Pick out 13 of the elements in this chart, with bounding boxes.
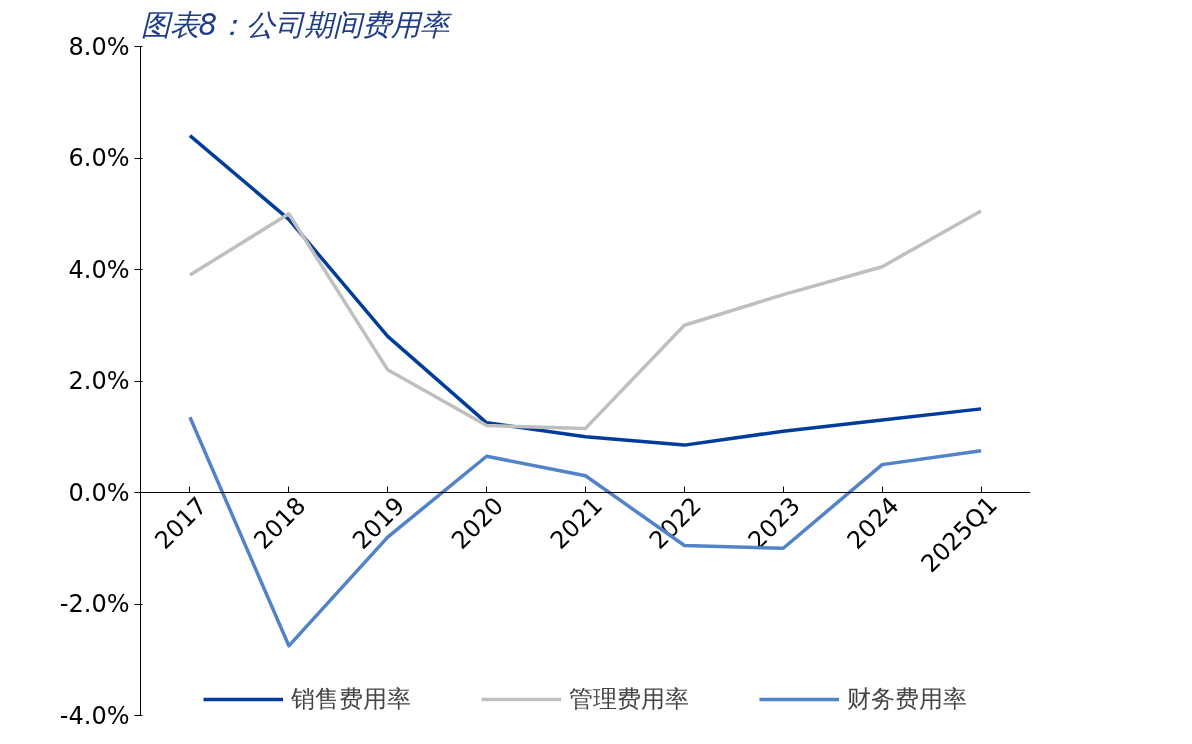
line-series	[188, 133, 983, 447]
legend-label: 财务费用率	[847, 684, 967, 715]
y-tick-label: -2.0%	[59, 590, 130, 618]
y-tick-label: -4.0%	[59, 701, 130, 730]
y-tick-label: 0.0%	[68, 478, 130, 507]
y-tick-label: 6.0%	[68, 144, 130, 172]
legend-label: 销售费用率	[291, 684, 411, 715]
line-series	[188, 209, 983, 431]
y-tick-label: 8.0%	[68, 32, 130, 61]
legend-label: 管理费用率	[569, 684, 689, 715]
y-tick-label: 4.0%	[68, 255, 130, 284]
chart-title: 图表8：公司期间费用率	[140, 7, 453, 42]
y-tick-label: 2.0%	[68, 367, 130, 395]
